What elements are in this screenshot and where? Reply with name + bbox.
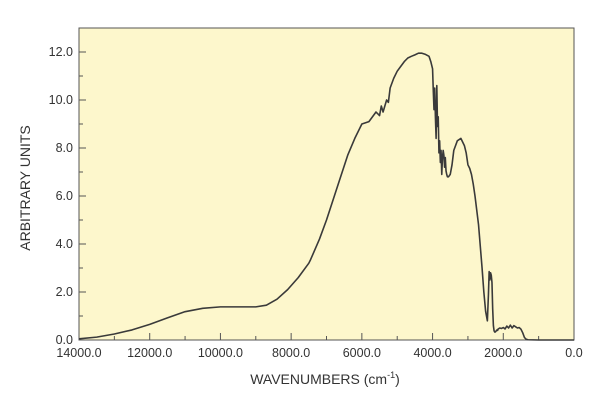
y-axis-title: ARBITRARY UNITS — [17, 125, 33, 251]
y-tick-label: 12.0 — [49, 45, 73, 59]
y-tick-label: 6.0 — [56, 189, 73, 203]
plot-area — [78, 27, 575, 341]
x-tick-label: 14000.0 — [56, 346, 101, 360]
x-tick-label: 0.0 — [565, 346, 582, 360]
x-tick-label: 4000.0 — [413, 346, 451, 360]
x-axis-title-main: WAVENUMBERS (cm — [250, 371, 387, 387]
x-tick-label: 2000.0 — [484, 346, 522, 360]
y-tick-label: 2.0 — [56, 285, 73, 299]
x-axis-title: WAVENUMBERS (cm-1) — [250, 370, 400, 387]
series-line — [78, 52, 574, 341]
x-tick-label: 6000.0 — [343, 346, 381, 360]
x-tick-label: 10000.0 — [198, 346, 243, 360]
y-tick-label: 8.0 — [56, 141, 73, 155]
y-tick-label: 10.0 — [49, 93, 73, 107]
x-axis-title-superscript: -1 — [387, 370, 395, 380]
y-tick-label: 4.0 — [56, 237, 73, 251]
x-axis-ticks: 14000.0 12000.0 10000.0 8000.0 6000.0 4000.0 2… — [56, 333, 583, 360]
y-tick-label: 0.0 — [56, 333, 73, 347]
x-tick-label: 12000.0 — [127, 346, 172, 360]
y-axis-ticks: 0.0 2.0 4.0 6.0 8.0 10.0 12.0 — [49, 27, 86, 347]
x-axis-title-tail: ) — [395, 371, 400, 387]
x-tick-label: 8000.0 — [272, 346, 310, 360]
